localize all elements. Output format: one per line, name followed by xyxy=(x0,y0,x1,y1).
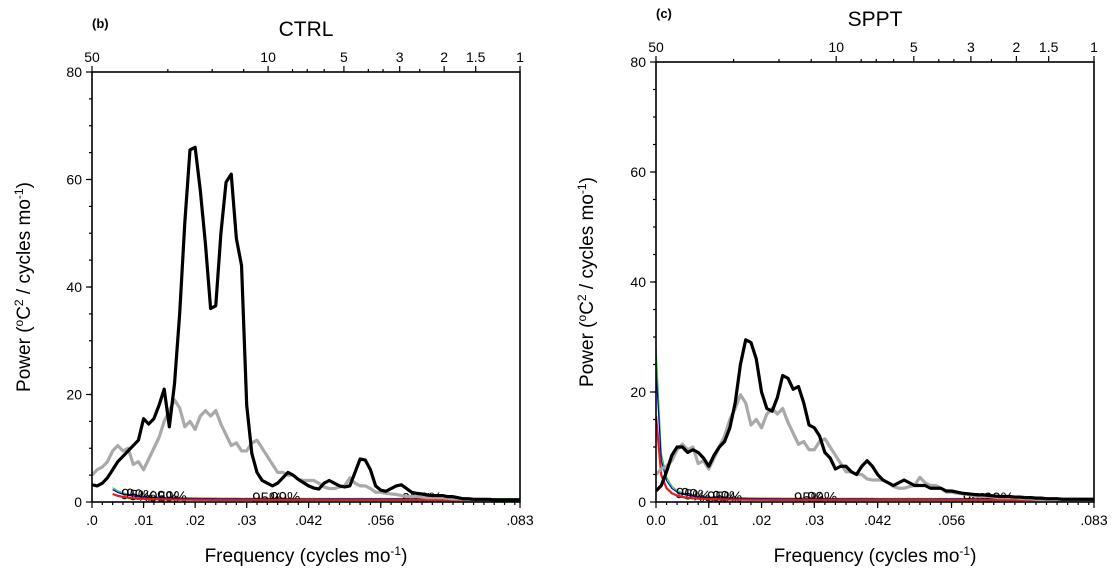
y-axis-label: Power (oC2 / cycles mo-1) xyxy=(575,177,598,387)
label-95-0: 95% xyxy=(120,486,152,506)
period-tick-label: 3 xyxy=(396,49,404,65)
x-tick-label: .083 xyxy=(506,512,533,528)
y-tick-label: 60 xyxy=(66,172,82,188)
label-95-2: 95% xyxy=(794,490,824,507)
period-tick-label: 50 xyxy=(648,39,664,55)
panel-ctrl: 99% 99% 99% 99%95%95% 95% 95%.0.01.02.03.042.… xyxy=(12,16,534,567)
spectrum-grey-line xyxy=(92,398,520,502)
y-tick-label: 40 xyxy=(66,279,82,295)
period-tick-label: 1.5 xyxy=(466,49,486,65)
period-tick-label: 2 xyxy=(1012,39,1020,55)
period-tick-label: 1.5 xyxy=(1039,39,1059,55)
x-axis-label: Frequency (cycles mo-1) xyxy=(774,544,977,567)
panel-label: (c) xyxy=(656,6,672,21)
red-noise-line xyxy=(656,415,1094,502)
y-tick-label: 0 xyxy=(638,494,646,510)
panel-label: (b) xyxy=(92,16,109,31)
x-tick-label: .01 xyxy=(699,512,719,528)
period-tick-label: 10 xyxy=(260,49,276,65)
x-axis-label: Frequency (cycles mo-1) xyxy=(205,544,408,567)
y-tick-label: 0 xyxy=(74,494,82,510)
chart-title: CTRL xyxy=(279,18,334,41)
spectrum-line xyxy=(656,338,1094,501)
y-tick-label: 40 xyxy=(630,274,646,290)
label-99-2: 99% xyxy=(270,489,300,506)
panel-sppt: 99% 99% 99% 99%95% 95% 95% 95%0.0.01.02.03.042… xyxy=(575,6,1108,567)
plot-frame xyxy=(655,61,1095,503)
curves: 99%99%99%99%95%95%95%95% xyxy=(92,145,520,506)
x-tick-label: .042 xyxy=(864,512,891,528)
chart-title: SPPT xyxy=(848,8,903,31)
y-axis-label: Power (oC2 / cycles mo-1) xyxy=(12,182,35,392)
period-tick-label: 3 xyxy=(967,39,975,55)
y-tick-label: 80 xyxy=(66,64,82,80)
period-tick-label: 1 xyxy=(516,49,524,65)
curves: 99%99%99%99%95%95%95%95% xyxy=(656,338,1094,507)
x-tick-label: .056 xyxy=(938,512,965,528)
spectrum-grey-line xyxy=(656,393,1094,502)
plot-frame xyxy=(91,71,521,503)
period-tick-label: 5 xyxy=(340,49,348,65)
confidence-99-line xyxy=(656,346,1094,500)
x-tick-label: .01 xyxy=(134,512,154,528)
period-tick-label: 50 xyxy=(84,49,100,65)
period-tick-label: 10 xyxy=(828,39,844,55)
period-tick-label: 2 xyxy=(440,49,448,65)
y-tick-label: 20 xyxy=(66,387,82,403)
y-tick-label: 60 xyxy=(630,164,646,180)
y-tick-label: 20 xyxy=(630,384,646,400)
period-tick-label: 5 xyxy=(910,39,918,55)
label-99-2: 99% xyxy=(807,489,837,506)
period-tick-label: 1 xyxy=(1090,39,1098,55)
y-tick-label: 80 xyxy=(630,54,646,70)
x-tick-label: .056 xyxy=(367,512,394,528)
x-tick-label: .0 xyxy=(86,512,98,528)
x-tick-label: .02 xyxy=(185,512,205,528)
x-tick-label: .042 xyxy=(295,512,322,528)
x-tick-label: .02 xyxy=(752,512,772,528)
x-tick-label: .03 xyxy=(805,512,825,528)
x-tick-label: .083 xyxy=(1080,512,1107,528)
label-95-1: 95% xyxy=(707,489,737,507)
x-tick-label: 0.0 xyxy=(646,512,666,528)
x-tick-label: .03 xyxy=(237,512,257,528)
spectrum-line xyxy=(92,145,520,502)
